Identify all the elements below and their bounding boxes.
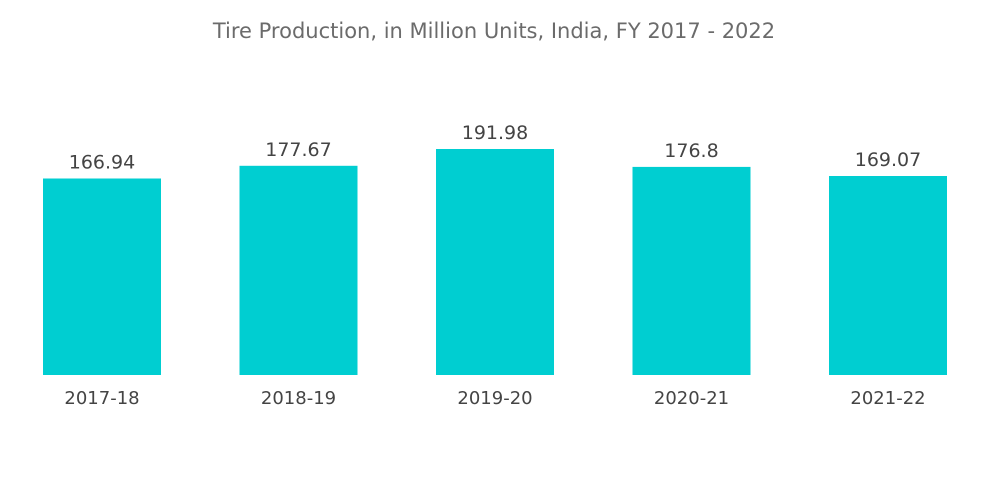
bar-2021-22: [829, 176, 947, 375]
bar-2017-18: [43, 178, 161, 375]
bar-2020-21: [632, 166, 751, 375]
value-label-2021-22: 169.07: [855, 149, 921, 171]
value-label-2019-20: 191.98: [462, 122, 528, 144]
bar-2019-20: [436, 149, 554, 375]
value-label-2017-18: 166.94: [69, 152, 135, 174]
x-axis-tick-labels: 2017-18 2018-19 2019-20 2020-21 2021-22: [64, 388, 925, 409]
x-tick-label-2020-21: 2020-21: [654, 388, 729, 409]
value-label-2018-19: 177.67: [265, 139, 331, 161]
x-tick-label-2017-18: 2017-18: [64, 388, 139, 409]
bars-layer: [43, 149, 947, 375]
x-tick-label-2019-20: 2019-20: [457, 388, 532, 409]
chart-title: Tire Production, in Million Units, India…: [212, 19, 775, 43]
x-tick-label-2021-22: 2021-22: [850, 388, 925, 409]
value-label-2020-21: 176.8: [664, 140, 718, 162]
bar-2018-19: [239, 165, 358, 375]
x-tick-label-2018-19: 2018-19: [261, 388, 336, 409]
value-labels-layer: 166.94 177.67 191.98 176.8 169.07: [69, 122, 921, 174]
